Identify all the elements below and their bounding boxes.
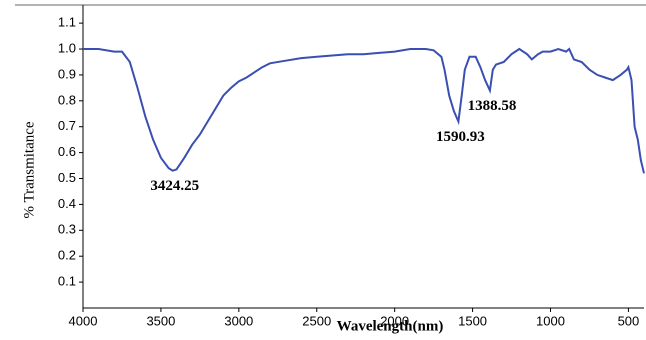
y-tick-label: 0.6 <box>58 144 76 159</box>
peak-annotation: 3424.25 <box>150 178 199 194</box>
y-tick-label: 0.7 <box>58 118 76 133</box>
x-tick-label: 500 <box>618 313 640 328</box>
spectrum-line <box>83 47 645 174</box>
y-tick-label: 1.0 <box>58 40 76 55</box>
x-tick-label: 4000 <box>69 313 98 328</box>
y-tick-label: 0.9 <box>58 66 76 81</box>
peak-annotation: 1590.93 <box>436 129 485 145</box>
y-axis-label: % Transmitance <box>21 121 37 218</box>
y-tick-label: 0.5 <box>58 170 76 185</box>
y-tick-label: 1.1 <box>58 15 76 30</box>
x-tick-label: 1500 <box>458 313 487 328</box>
x-tick-label: 3500 <box>146 313 175 328</box>
y-tick-label: 0.3 <box>58 222 76 237</box>
peak-annotation: 1388.58 <box>468 98 517 114</box>
y-tick-label: 0.2 <box>58 248 76 263</box>
x-tick-label: 2500 <box>302 313 331 328</box>
x-tick-label: 2000 <box>380 313 409 328</box>
y-tick-label: 0.4 <box>58 196 76 211</box>
x-tick-label: 1000 <box>536 313 565 328</box>
y-tick-label: 0.1 <box>58 274 76 289</box>
x-tick-label: 3000 <box>224 313 253 328</box>
x-axis-label: Wavelength(nm) <box>337 318 444 334</box>
y-tick-label: 0.8 <box>58 92 76 107</box>
